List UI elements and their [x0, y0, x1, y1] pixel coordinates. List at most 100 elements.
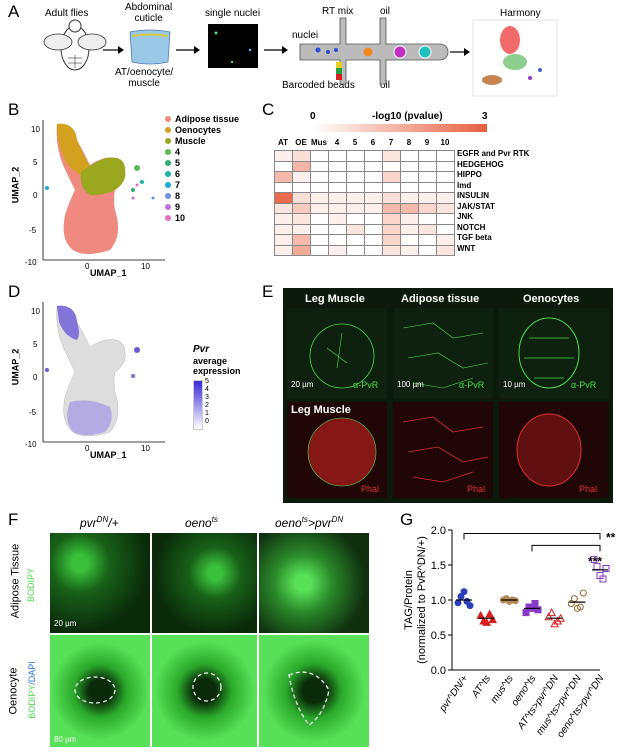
e-img-adipose-green: [393, 308, 493, 398]
e-img-oeno-green: [499, 308, 609, 398]
panel-g: 0.0 0.5 1.0 1.5 2.0 TAG/Protein(normalized to…: [400, 520, 617, 752]
b-ytick-1: 5: [33, 158, 38, 167]
c-cell: [382, 244, 401, 256]
g-ytick-label: 1.5: [431, 560, 446, 572]
label-barcoded-beads: Barcoded beads: [282, 80, 355, 91]
f-scale-1: 20 µm: [54, 619, 77, 628]
cluster-oenocytes: [57, 123, 90, 175]
b-legend-dot: [165, 160, 171, 166]
d-scale-label: 4: [205, 386, 209, 393]
label-oil-bottom: oil: [380, 80, 391, 91]
c-row-label: WNT: [457, 243, 476, 253]
g-ytick-label: 2.0: [431, 525, 446, 537]
e-img-adipose-red: [393, 402, 493, 498]
e-green-label-1: α-PvR: [459, 380, 485, 390]
panel-e: Leg Muscle Adipose tissue Oenocytes 20 µ…: [283, 288, 613, 503]
b-legend-item: 5: [165, 158, 180, 168]
d-scale-label: 5: [205, 378, 209, 385]
d-xtick-1: 10: [141, 444, 150, 453]
g-point: [547, 608, 557, 617]
b-xlabel: UMAP_1: [90, 268, 127, 278]
label-nuclei: nuclei: [292, 30, 319, 41]
c-scale-max: 3: [482, 111, 488, 122]
b-xtick-1: 10: [141, 262, 150, 271]
g-point: [485, 609, 495, 618]
d-xlabel: UMAP_1: [90, 450, 127, 460]
g-point: [570, 595, 578, 603]
panel-b: 10 5 0 -5 -10 0 10 UMAP_1 UMAP_2 Adipose…: [10, 110, 255, 280]
cuticle-illustration: [129, 29, 171, 65]
b-legend-label: 10: [175, 213, 186, 223]
g-bracket-1: [463, 533, 601, 540]
f-img-r2c3: [259, 635, 369, 747]
b-xtick-0: 0: [85, 262, 90, 271]
b-ytick-4: -10: [25, 258, 37, 267]
c-col-label: AT: [277, 138, 289, 147]
b-legend-label: 6: [175, 169, 181, 179]
g-point: [599, 575, 607, 583]
e-red-label-0: Phal: [361, 484, 380, 494]
panel-a-schematic: [43, 17, 558, 97]
label-abdominal-cuticle: Abdominal cuticle: [125, 2, 173, 24]
g-point: [579, 589, 587, 597]
c-row-label: HIPPO: [457, 170, 482, 179]
f-img-r1c2: [152, 533, 257, 633]
b-legend-label: 9: [175, 202, 181, 212]
d-scale-label: 1: [205, 410, 209, 417]
panel-letter-f: F: [8, 510, 19, 529]
c-cell: [364, 244, 383, 256]
c-cell: [418, 244, 437, 256]
d-ytick-1: 5: [33, 340, 38, 349]
g-point: [482, 617, 492, 626]
c-row-label: EGFR and Pvr RTK: [457, 149, 530, 158]
e-title-1: Adipose tissue: [401, 293, 480, 305]
c-cell: [400, 244, 419, 256]
c-col-label: 7: [388, 138, 394, 147]
microfluidic-chip: [299, 17, 449, 85]
e-green-label-2: α-PvR: [571, 380, 597, 390]
label-at-oeno-muscle: AT/oenocyte/ muscle: [115, 67, 174, 89]
label-single-nuclei: single nuclei: [205, 8, 261, 19]
f-img-r2c2: [152, 635, 257, 747]
d-colorbar: [193, 380, 203, 430]
c-row-label: JAK/STAT: [457, 201, 495, 211]
e-img-leg-green: [287, 308, 387, 398]
g-point: [454, 599, 462, 607]
e-img-leg-red: [287, 402, 387, 498]
b-legend-dot: [165, 149, 171, 155]
label-rt-mix: RT mix: [322, 6, 354, 17]
c-col-label: 8: [406, 138, 412, 147]
b-ytick-0: 10: [31, 125, 40, 134]
panel-letter-a: A: [8, 2, 20, 21]
b-legend-item: 10: [165, 213, 185, 223]
d-xtick-0: 0: [85, 444, 90, 453]
label-oil-top: oil: [380, 6, 391, 17]
c-row-label: INSULIN: [457, 191, 489, 200]
b-legend-item: 9: [165, 202, 180, 212]
b-legend-item: 4: [165, 147, 180, 157]
b-legend-label: Muscle: [175, 136, 206, 146]
g-bracket-2: [531, 544, 601, 552]
c-col-label: 4: [334, 138, 340, 147]
b-legend-dot: [165, 182, 171, 188]
c-cell: [310, 244, 329, 256]
c-col-label: 6: [370, 138, 376, 147]
d-scale-label: 0: [205, 418, 209, 425]
g-point: [511, 597, 519, 605]
e-scalebar-0: 20 µm: [291, 380, 314, 389]
c-col-label: 10: [440, 138, 450, 147]
c-scale-title: -log10 (pvalue): [372, 111, 443, 122]
c-col-label: Mus: [311, 138, 327, 147]
cluster-muscle: [80, 157, 126, 196]
g-point: [534, 606, 542, 614]
c-row-label: NOTCH: [457, 222, 486, 232]
f-row1-label: Adipose Tissue: [9, 543, 22, 619]
b-ytick-3: -5: [29, 226, 37, 235]
c-row-label: Imd: [457, 180, 472, 190]
d-ytick-2: 0: [33, 373, 38, 382]
e-title-0: Leg Muscle: [305, 293, 365, 305]
b-legend-dot: [165, 215, 171, 221]
panel-letter-c: C: [262, 100, 275, 119]
